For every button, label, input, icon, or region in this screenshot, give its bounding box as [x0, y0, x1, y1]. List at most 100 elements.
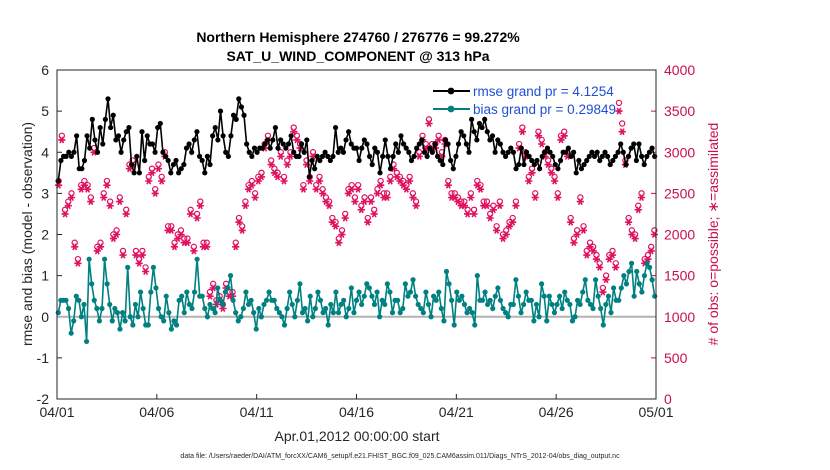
- obs-assimilated-marker: [132, 251, 140, 259]
- obs-assimilated-marker: [631, 235, 639, 243]
- rmse-point: [343, 137, 349, 143]
- bias-point: [449, 297, 455, 303]
- obs-assimilated-marker: [341, 214, 349, 222]
- rmse-point: [529, 157, 535, 164]
- bias-point: [636, 281, 642, 287]
- rmse-point: [108, 124, 114, 131]
- bias-point: [99, 305, 105, 312]
- bias-point: [410, 277, 416, 283]
- bias-point: [359, 301, 365, 308]
- obs-assimilated-marker: [596, 263, 604, 271]
- rmse-point: [387, 166, 394, 172]
- rmse-point: [87, 145, 93, 151]
- bias-point: [81, 301, 87, 308]
- obs-assimilated-marker: [567, 218, 575, 226]
- rmse-point: [421, 149, 428, 155]
- rmse-point: [602, 149, 608, 155]
- bias-point: [649, 277, 655, 283]
- rmse-point: [534, 157, 540, 164]
- obs-assimilated-marker: [61, 210, 69, 218]
- bias-point: [89, 281, 95, 287]
- obs-assimilated-marker: [608, 251, 617, 259]
- obs-assimilated-marker: [547, 169, 555, 177]
- bias-point: [109, 318, 115, 324]
- bias-point: [271, 297, 277, 303]
- obs-assimilated-marker: [348, 185, 356, 193]
- rmse-point: [126, 124, 132, 131]
- bias-point: [623, 281, 630, 287]
- data-file-footnote: data file: /Users/raeder/DAI/ATM_forcXX/…: [180, 453, 620, 460]
- rmse-point: [403, 145, 409, 151]
- bias-point: [361, 293, 367, 299]
- bias-point: [621, 273, 627, 279]
- bias-point: [639, 289, 645, 295]
- bias-point: [310, 314, 316, 320]
- bias-point: [207, 301, 213, 308]
- bias-point: [209, 305, 216, 312]
- obs-assimilated-marker: [383, 193, 391, 202]
- bias-point: [346, 305, 352, 312]
- rmse-point: [131, 170, 137, 176]
- bias-point: [253, 326, 259, 332]
- bias-point: [574, 297, 581, 303]
- obs-possible-marker: [618, 120, 626, 127]
- obs-assimilated-marker: [64, 202, 72, 210]
- y-right-tick-label: 3500: [664, 103, 695, 119]
- obs-assimilated-marker: [554, 193, 562, 202]
- obs-assimilated-marker: [351, 198, 359, 206]
- bias-point: [400, 305, 406, 312]
- rmse-point: [508, 145, 514, 151]
- rmse-point: [505, 149, 511, 155]
- bias-point: [163, 293, 169, 299]
- bias-point: [518, 310, 524, 316]
- obs-assimilated-marker: [332, 222, 340, 230]
- rmse-point: [71, 149, 77, 155]
- bias-point: [297, 281, 303, 287]
- bias-point: [217, 297, 223, 303]
- rmse-point: [605, 153, 611, 159]
- obs-assimilated-marker: [277, 152, 285, 160]
- rmse-point: [495, 137, 501, 143]
- obs-assimilated-marker: [502, 230, 510, 239]
- obs-assimilated-marker: [415, 152, 423, 160]
- rmse-point: [633, 157, 639, 164]
- rmse-point: [196, 153, 203, 159]
- bias-point: [443, 268, 450, 275]
- obs-assimilated-marker: [312, 185, 320, 193]
- rmse-point: [94, 149, 101, 155]
- rmse-point: [157, 120, 163, 127]
- rmse-point: [322, 149, 328, 155]
- bias-point: [559, 305, 565, 312]
- bias-point: [420, 310, 426, 316]
- rmse-point: [453, 153, 459, 159]
- bias-point: [644, 260, 650, 266]
- rmse-point: [537, 166, 543, 172]
- bias-point: [395, 297, 401, 303]
- obs-assimilated-marker: [364, 218, 372, 226]
- obs-assimilated-marker: [493, 226, 501, 234]
- obs-assimilated-marker: [100, 193, 108, 202]
- rmse-point: [123, 129, 129, 135]
- bias-point: [83, 338, 90, 345]
- bias-point: [356, 289, 362, 295]
- bias-point: [428, 314, 434, 320]
- rmse-point: [327, 157, 333, 164]
- rmse-point: [181, 161, 187, 168]
- bias-point: [580, 289, 586, 295]
- bias-point: [150, 264, 157, 270]
- bias-point: [325, 322, 331, 328]
- bias-point: [369, 293, 375, 299]
- bias-point: [405, 293, 411, 299]
- rmse-point: [377, 170, 383, 176]
- rmse-point: [176, 170, 182, 176]
- bias-point: [634, 268, 640, 275]
- legend-bias-marker: [447, 105, 455, 113]
- rmse-point: [492, 149, 498, 155]
- bias-point: [323, 305, 329, 312]
- bias-point: [315, 289, 321, 295]
- x-tick-label: 04/26: [539, 404, 574, 420]
- bias-point: [482, 289, 488, 295]
- obs-assimilated-marker: [386, 177, 394, 185]
- rmse-point: [68, 153, 74, 159]
- bias-point: [531, 318, 537, 324]
